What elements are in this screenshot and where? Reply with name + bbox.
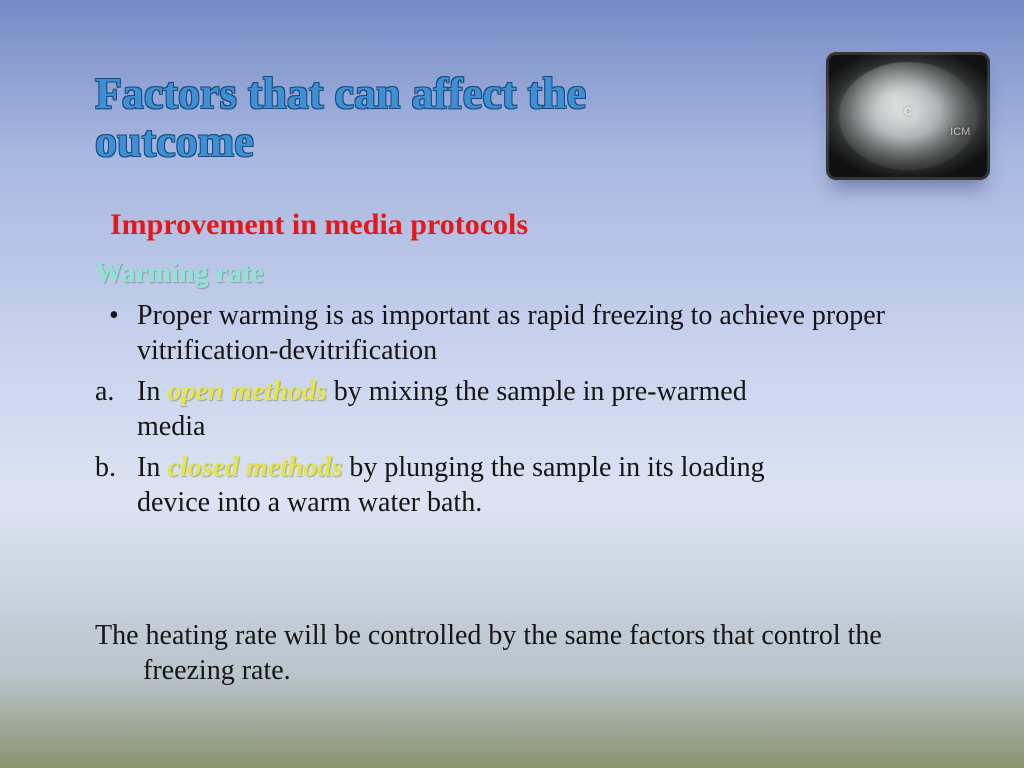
item-b-prefix: In (137, 452, 167, 483)
list-text-a: In open methods by mixing the sample in … (137, 374, 925, 444)
item-a-suffix-1: by mixing the sample in pre-warmed (327, 376, 747, 407)
image-label-c: C (904, 106, 912, 118)
highlight-open-methods: open methods (167, 376, 326, 407)
slide-title: Factors that can affect the outcome (95, 70, 745, 167)
highlight-closed-methods: closed methods (167, 452, 342, 483)
item-b-suffix-1: by plunging the sample in its loading (342, 452, 764, 483)
list-item-a: a. In open methods by mixing the sample … (95, 374, 925, 444)
item-b-suffix-2: device into a warm water bath. (137, 487, 482, 518)
slide-subtitle: Improvement in media protocols (110, 208, 528, 242)
bullet-marker: • (95, 298, 137, 368)
list-marker-b: b. (95, 450, 137, 520)
embryo-image: C ICM (826, 52, 990, 180)
list-marker-a: a. (95, 374, 137, 444)
bullet-text: Proper warming is as important as rapid … (137, 298, 925, 368)
closing-text: The heating rate will be controlled by t… (95, 618, 925, 688)
list-item-b: b. In closed methods by plunging the sam… (95, 450, 925, 520)
item-a-suffix-2: media (137, 411, 205, 442)
section-label-warming-rate: Warming rate (95, 258, 264, 290)
bullet-item: • Proper warming is as important as rapi… (95, 298, 925, 368)
closing-paragraph: The heating rate will be controlled by t… (95, 618, 925, 688)
list-text-b: In closed methods by plunging the sample… (137, 450, 925, 520)
image-label-icm: ICM (950, 126, 970, 138)
item-a-prefix: In (137, 376, 167, 407)
content-block: • Proper warming is as important as rapi… (95, 298, 925, 526)
